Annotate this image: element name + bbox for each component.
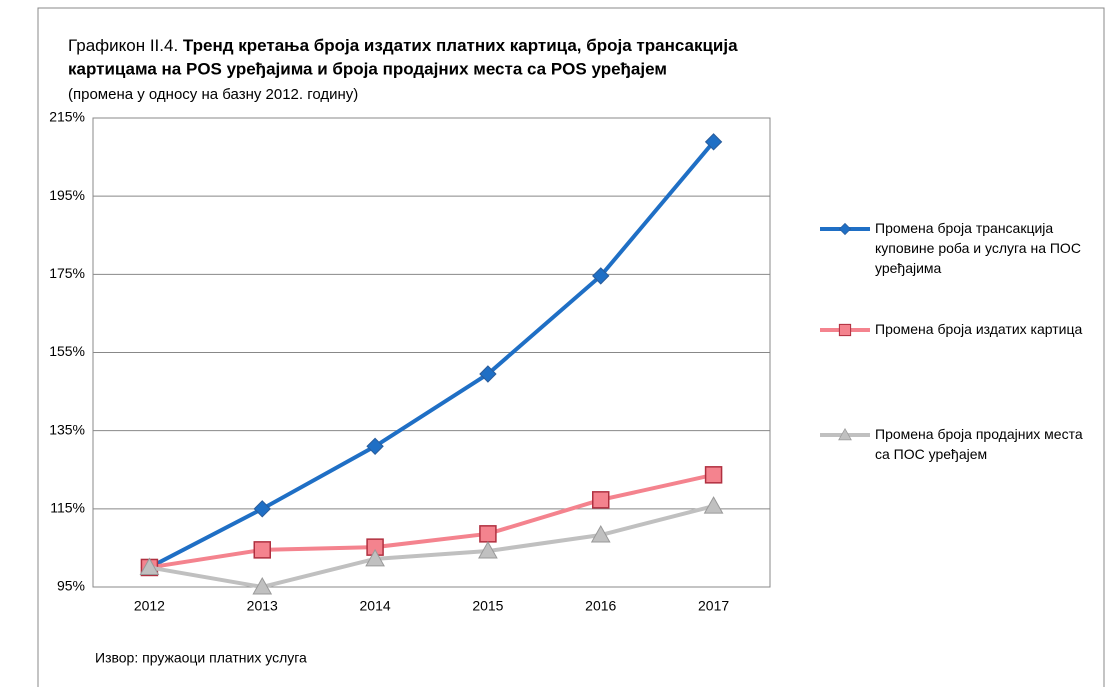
marker xyxy=(704,466,723,484)
series-line xyxy=(149,504,715,590)
x-tick-label: 2012 xyxy=(134,598,165,614)
y-tick-label: 95% xyxy=(57,578,85,594)
marker xyxy=(838,222,852,236)
series-line xyxy=(149,472,715,570)
marker xyxy=(704,133,723,151)
marker xyxy=(478,541,498,559)
legend-label: Промена броја трансакција куповине роба … xyxy=(875,220,1081,276)
title-line: Тренд кретања броја издатих платних карт… xyxy=(183,36,738,55)
plot-border xyxy=(92,117,771,588)
subtitle: (промена у односу на базну 2012. годину) xyxy=(68,86,358,103)
x-tick-label: 2014 xyxy=(360,598,391,614)
marker xyxy=(703,496,724,514)
y-tick-label: 135% xyxy=(49,421,85,437)
marker xyxy=(252,576,273,595)
marker xyxy=(479,525,497,543)
series-line xyxy=(148,140,716,570)
chart-title: Графикон II.4. Тренд кретања броја издат… xyxy=(68,36,738,55)
y-tick-label: 215% xyxy=(49,109,85,125)
marker xyxy=(253,541,271,559)
x-tick-label: 2017 xyxy=(698,598,729,614)
marker xyxy=(366,437,384,456)
marker xyxy=(590,524,611,543)
y-tick-label: 195% xyxy=(49,187,85,203)
legend-label: Промена броја издатих картица xyxy=(875,321,1083,337)
y-tick-label: 115% xyxy=(50,500,85,516)
marker xyxy=(139,557,160,575)
source: Извор: пружаоци платних услуга xyxy=(95,650,307,666)
frame xyxy=(37,7,1105,687)
legend-label: Промена броја продајних места са ПОС уре… xyxy=(875,426,1083,462)
y-tick-label: 175% xyxy=(49,265,85,281)
marker xyxy=(838,323,852,337)
y-tick-label: 155% xyxy=(49,343,85,359)
marker xyxy=(479,365,497,383)
marker xyxy=(592,491,610,509)
marker xyxy=(838,427,852,441)
title-prefix: Графикон II.4. xyxy=(68,36,178,55)
marker xyxy=(365,548,385,567)
marker xyxy=(253,500,271,518)
x-tick-label: 2016 xyxy=(585,598,616,614)
x-tick-label: 2013 xyxy=(247,598,278,614)
x-tick-label: 2015 xyxy=(472,598,503,614)
title-line: картицама на POS уређајима и броја прода… xyxy=(68,59,667,78)
marker xyxy=(592,267,610,285)
